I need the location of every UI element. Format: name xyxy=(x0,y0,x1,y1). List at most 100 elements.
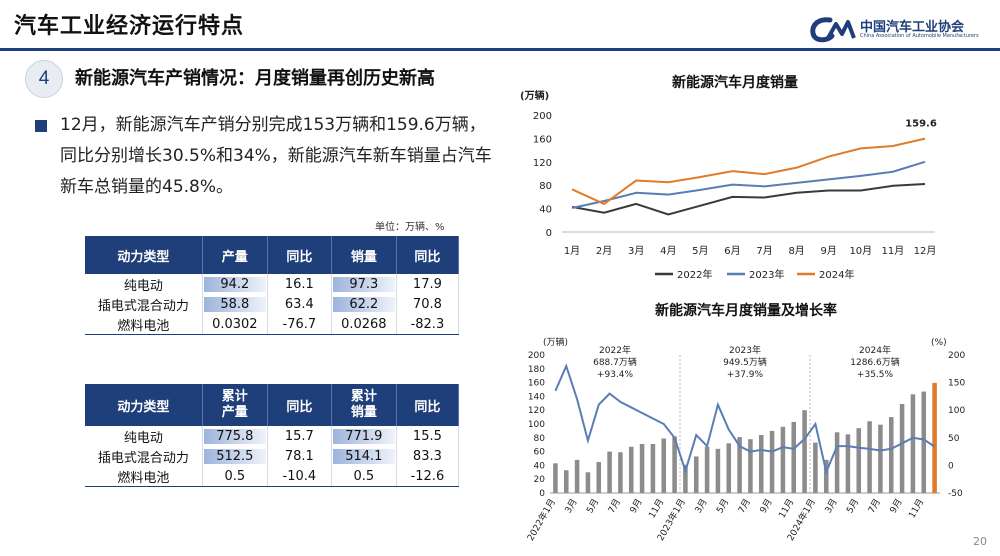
y-left-tick-label: 80 xyxy=(534,434,546,444)
table-cell: 83.3 xyxy=(396,446,460,466)
growth-annotation: +37.9% xyxy=(727,370,764,380)
table-header: 动力类型 xyxy=(85,236,203,274)
bar xyxy=(661,438,667,493)
y-right-tick-label: 200 xyxy=(948,351,965,361)
growth-annotation: +93.4% xyxy=(597,370,634,380)
table-cell: 97.3 xyxy=(331,274,397,294)
table-row: 纯电动 775.8 15.7 771.9 15.5 xyxy=(85,426,460,446)
table-header: 动力类型 xyxy=(85,384,203,426)
y-tick-label: 0 xyxy=(546,228,552,239)
x-tick-label: 7月 xyxy=(756,245,772,257)
y-left-tick-label: 160 xyxy=(528,379,545,389)
x-tick-label: 10月 xyxy=(849,245,872,257)
y-left-tick-label: 120 xyxy=(528,406,545,416)
table-row: 燃料电池 0.0302 -76.7 0.0268 -82.3 xyxy=(85,314,460,335)
table-cell: 63.4 xyxy=(267,294,332,314)
bar xyxy=(726,443,732,493)
bar xyxy=(932,382,937,493)
bar xyxy=(823,459,829,493)
bullet-icon xyxy=(35,120,47,132)
total-annotation: 1286.6万辆 xyxy=(850,356,900,368)
y-tick-label: 160 xyxy=(533,134,552,145)
bar xyxy=(683,464,688,493)
year-annotation: 2024年 xyxy=(859,344,891,356)
bar xyxy=(899,403,905,493)
cumulative-table: 动力类型 累计产量 同比 累计销量 同比 纯电动 775.8 15.7 771.… xyxy=(85,384,460,487)
bar xyxy=(813,442,818,493)
monthly-table: 动力类型 产量 同比 销量 同比 纯电动 94.2 16.1 97.3 17.9… xyxy=(85,236,460,335)
table-cell: -12.6 xyxy=(396,466,460,487)
x-tick-label: 3月 xyxy=(563,497,580,515)
y-right-tick-label: -50 xyxy=(948,489,963,499)
x-tick-label: 9月 xyxy=(888,497,905,515)
table-header: 同比 xyxy=(267,384,332,426)
y-left-axis-label: (万辆) xyxy=(543,336,568,348)
x-tick-label: 6月 xyxy=(724,245,740,257)
table-row: 燃料电池 0.5 -10.4 0.5 -12.6 xyxy=(85,466,460,487)
total-annotation: 688.7万辆 xyxy=(593,356,637,368)
table-header: 累计销量 xyxy=(331,384,397,426)
table-cell: 纯电动 xyxy=(85,274,203,294)
header-divider xyxy=(0,48,1000,51)
bar xyxy=(878,424,883,493)
table-cell: -82.3 xyxy=(396,314,460,335)
cell-value: 514.1 xyxy=(332,448,395,464)
table-cell: -10.4 xyxy=(267,466,332,487)
table-cell: 16.1 xyxy=(267,274,332,294)
bar xyxy=(888,417,894,493)
table-header: 产量 xyxy=(202,236,268,274)
cell-value: 62.2 xyxy=(332,296,395,312)
section-number: 4 xyxy=(25,60,63,98)
table-cell: 燃料电池 xyxy=(85,314,203,335)
y-right-tick-label: 100 xyxy=(948,406,965,416)
table-header: 同比 xyxy=(396,236,460,274)
table-cell: 775.8 xyxy=(202,426,268,446)
y-left-tick-label: 200 xyxy=(528,351,545,361)
x-tick-label: 12月 xyxy=(914,245,937,257)
x-tick-label: 11月 xyxy=(647,497,667,520)
y-right-axis-label: (%) xyxy=(931,338,947,348)
table-header: 同比 xyxy=(396,384,460,426)
bar xyxy=(758,435,764,493)
line-chart-title: 新能源汽车月度销量 xyxy=(672,75,798,91)
x-tick-label: 9月 xyxy=(821,245,837,257)
caam-logo-icon xyxy=(810,17,856,43)
bar xyxy=(856,428,862,493)
y-left-tick-label: 180 xyxy=(528,365,545,375)
table-cell: 771.9 xyxy=(331,426,397,446)
cell-value: 58.8 xyxy=(203,296,266,312)
y-left-tick-label: 0 xyxy=(539,489,545,499)
monthly-sales-growth-chart: (万辆) (%) 0 20 40 60 80 100 120 140 160 180 200 -50 0 50… xyxy=(524,336,965,543)
bar xyxy=(910,394,916,493)
header-text: 累计销量 xyxy=(350,389,377,420)
bar xyxy=(715,448,721,493)
y-left-tick-label: 60 xyxy=(534,448,546,458)
header: 汽车工业经济运行特点 中国汽车工业协会 China Association of… xyxy=(0,0,1000,50)
x-tick-label: 4月 xyxy=(660,245,676,257)
bar-chart-title: 新能源汽车月度销量及增长率 xyxy=(655,303,837,319)
bar xyxy=(672,436,677,493)
bar xyxy=(834,432,840,493)
header-text: 累计产量 xyxy=(221,389,248,420)
page-title: 汽车工业经济运行特点 xyxy=(14,14,245,39)
bar xyxy=(628,446,634,493)
bar xyxy=(845,434,851,493)
y-right-tick-label: 150 xyxy=(948,379,965,389)
y-left-tick-label: 40 xyxy=(534,461,546,471)
x-tick-label: 5月 xyxy=(714,497,731,515)
table-header: 销量 xyxy=(331,236,397,274)
cell-value: 94.2 xyxy=(203,276,266,292)
logo: 中国汽车工业协会 China Association of Automobile… xyxy=(808,14,993,44)
series-line-2023年 xyxy=(571,160,926,209)
x-tick-label: 3月 xyxy=(823,497,840,515)
bar xyxy=(802,410,807,493)
x-tick-label: 11月 xyxy=(882,245,905,257)
y-axis-label: (万辆) xyxy=(520,89,549,102)
data-label: 159.6 xyxy=(905,119,937,130)
table-row: 插电式混合动力 512.5 78.1 514.1 83.3 xyxy=(85,446,460,466)
table-cell: 58.8 xyxy=(202,294,268,314)
table-cell: 512.5 xyxy=(202,446,268,466)
x-tick-label: 1月 xyxy=(564,245,580,257)
summary-paragraph: 12月，新能源汽车产销分别完成153万辆和159.6万辆，同比分别增长30.5%… xyxy=(60,115,492,197)
table-cell: 94.2 xyxy=(202,274,268,294)
